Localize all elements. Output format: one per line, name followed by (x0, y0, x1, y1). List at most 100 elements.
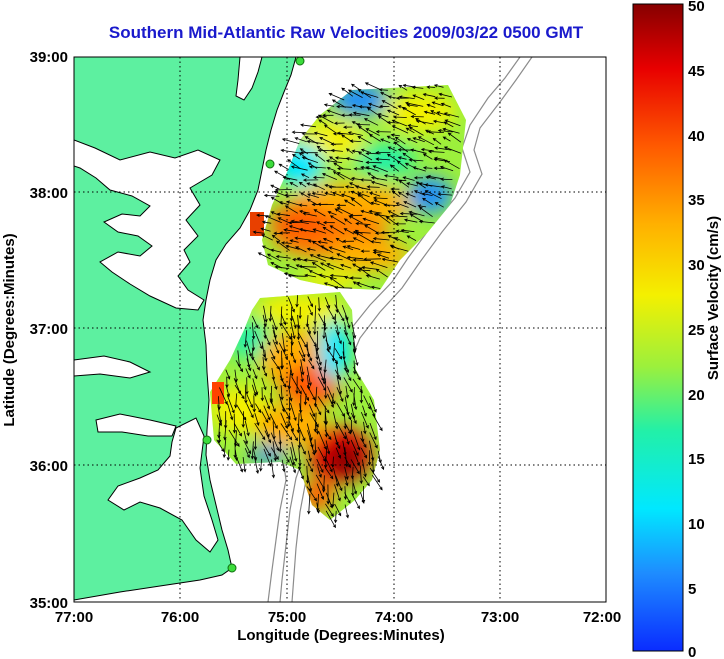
hf-radar-station (202, 435, 212, 445)
velocity-arrow (423, 110, 436, 115)
plot-frame (73, 56, 607, 603)
velocity-arrow (406, 182, 418, 187)
velocity-arrow (434, 146, 452, 151)
velocity-arrow (322, 237, 334, 243)
x-axis-label: Longitude (Degrees:Minutes) (237, 627, 445, 644)
velocity-arrow (430, 110, 442, 117)
velocity-arrow (328, 185, 345, 189)
velocity-arrow (386, 153, 399, 162)
velocity-arrow (357, 151, 373, 161)
velocity-arrow (400, 228, 415, 233)
x-tick-label: 72:00 (583, 609, 621, 626)
colorbar-tick-label: 0 (688, 644, 696, 659)
velocity-arrow (399, 211, 418, 216)
velocity-arrow (263, 305, 268, 323)
velocity-arrow (334, 285, 353, 290)
velocity-arrow (343, 218, 352, 225)
velocity-arrow (243, 330, 248, 348)
velocity-arrow (225, 369, 231, 380)
velocity-arrow (271, 234, 281, 242)
velocity-arrow (380, 92, 390, 97)
velocity-arrow (217, 431, 222, 444)
velocity-arrow (442, 136, 451, 142)
y-tick-label: 36:00 (30, 458, 68, 475)
velocity-arrow (313, 323, 317, 336)
velocity-arrow (299, 366, 304, 383)
velocity-arrow (335, 437, 341, 450)
velocity-arrow (312, 175, 325, 180)
velocity-arrow (226, 449, 231, 461)
velocity-arrow (352, 378, 363, 394)
velocity-arrow (322, 321, 326, 340)
velocity-arrow (397, 156, 407, 160)
velocity-arrow (307, 493, 311, 515)
velocity-arrow (244, 448, 250, 459)
velocity-arrow (322, 475, 326, 493)
velocity-arrow (291, 441, 298, 462)
velocity-arrows (216, 82, 462, 529)
velocity-arrow (269, 413, 278, 430)
velocity-arrow (350, 197, 363, 207)
velocity-arrow (352, 258, 372, 262)
velocity-arrow (291, 153, 301, 160)
velocity-arrow (314, 153, 326, 162)
colorbar-tick-label: 30 (688, 257, 705, 274)
velocity-arrow (252, 369, 258, 380)
velocity-arrow (325, 510, 336, 529)
velocity-patch-coastal (250, 212, 264, 236)
velocity-arrow (422, 166, 433, 170)
velocity-arrow (381, 257, 399, 263)
velocity-arrow (329, 156, 338, 162)
velocity-arrow (251, 348, 255, 361)
velocity-arrow (303, 258, 318, 262)
velocity-arrow (252, 358, 260, 371)
velocity-arrow (312, 183, 325, 191)
velocity-arrow (345, 148, 354, 154)
velocity-arrow (344, 504, 350, 519)
velocity-arrow (317, 297, 321, 312)
velocity-arrow (344, 466, 349, 481)
velocity-arrow (324, 378, 328, 399)
velocity-arrow (264, 215, 282, 224)
velocity-arrow (244, 420, 250, 437)
velocity-arrow (411, 85, 424, 90)
velocity-arrow (264, 430, 272, 444)
velocity-arrow (403, 218, 418, 223)
velocity-arrow (298, 181, 307, 188)
velocity-arrow (355, 232, 372, 242)
velocity-arrow (372, 165, 388, 173)
velocity-arrow (406, 235, 417, 241)
velocity-arrow (440, 102, 452, 108)
velocity-arrow (256, 213, 271, 218)
velocity-arrow (306, 247, 316, 251)
velocity-arrow (261, 377, 267, 391)
velocity-arrow (390, 133, 400, 137)
velocity-arrow (313, 439, 318, 454)
velocity-arrow (278, 163, 289, 170)
velocity-arrow (370, 201, 380, 206)
velocity-arrow (270, 211, 280, 216)
velocity-arrow (432, 119, 445, 124)
velocity-arrow (306, 198, 318, 206)
velocity-arrow (352, 482, 358, 495)
velocity-arrow (333, 121, 345, 125)
velocity-arrow (270, 432, 280, 452)
velocity-arrow (298, 264, 317, 269)
velocity-arrow (315, 422, 320, 435)
velocity-arrow (344, 475, 349, 487)
velocity-arrow (287, 396, 292, 412)
velocity-arrow (228, 429, 240, 447)
velocity-arrow (276, 212, 291, 217)
velocity-arrow (299, 227, 316, 233)
velocity-arrow (350, 412, 357, 425)
velocity-arrow (269, 349, 276, 360)
velocity-arrow (379, 104, 390, 109)
velocity-arrow (316, 483, 325, 501)
velocity-arrow (422, 153, 433, 160)
velocity-arrow (270, 459, 276, 479)
velocity-arrow (347, 89, 363, 98)
velocity-arrow (367, 450, 372, 466)
velocity-arrow (375, 268, 388, 278)
velocity-arrow (311, 192, 326, 196)
velocity-arrow (246, 403, 254, 419)
